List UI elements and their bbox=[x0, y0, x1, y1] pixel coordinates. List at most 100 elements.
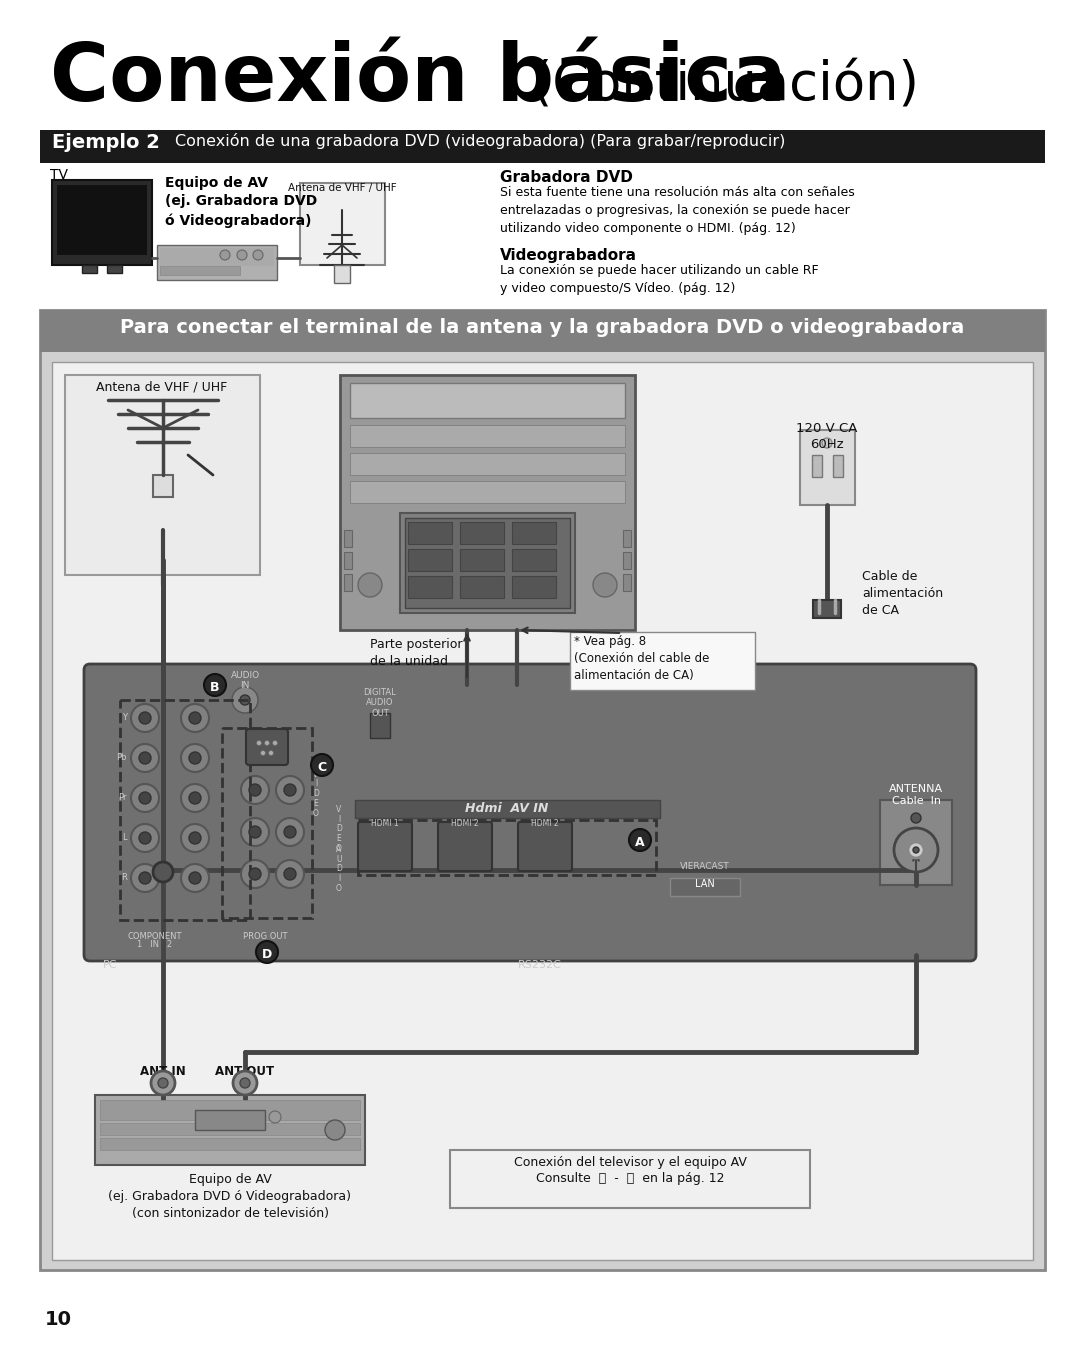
Bar bbox=[57, 185, 147, 255]
Circle shape bbox=[260, 751, 266, 755]
Text: Antena de VHF / UHF: Antena de VHF / UHF bbox=[96, 382, 228, 394]
Bar bbox=[812, 455, 822, 477]
Circle shape bbox=[240, 1078, 249, 1088]
Circle shape bbox=[139, 752, 151, 765]
Text: 120 V CA
60Hz: 120 V CA 60Hz bbox=[796, 423, 858, 451]
Circle shape bbox=[284, 826, 296, 838]
Circle shape bbox=[629, 829, 651, 851]
Text: HDMI 2: HDMI 2 bbox=[531, 819, 558, 827]
Text: Conexión del televisor y el equipo AV: Conexión del televisor y el equipo AV bbox=[514, 1156, 746, 1169]
Bar bbox=[800, 429, 855, 506]
Circle shape bbox=[311, 754, 333, 776]
Text: 1   IN   2: 1 IN 2 bbox=[137, 940, 173, 949]
Bar bbox=[100, 1123, 360, 1135]
Circle shape bbox=[357, 572, 382, 597]
Circle shape bbox=[139, 711, 151, 724]
Bar bbox=[512, 522, 556, 544]
Bar bbox=[107, 264, 122, 273]
Circle shape bbox=[912, 812, 921, 823]
Bar bbox=[623, 530, 631, 547]
Circle shape bbox=[249, 784, 261, 796]
Bar bbox=[350, 383, 625, 418]
Bar bbox=[160, 248, 274, 266]
Bar bbox=[512, 549, 556, 571]
Bar bbox=[40, 309, 1045, 352]
Text: LAN: LAN bbox=[696, 879, 715, 889]
Bar bbox=[400, 512, 575, 613]
Circle shape bbox=[131, 784, 159, 812]
Text: ANTENNA
Cable  In: ANTENNA Cable In bbox=[889, 784, 943, 807]
Circle shape bbox=[276, 860, 303, 889]
Bar bbox=[40, 129, 1045, 164]
Circle shape bbox=[240, 695, 249, 705]
Bar bbox=[460, 577, 504, 598]
Text: La conexión se puede hacer utilizando un cable RF
y video compuesto/S Vídeo. (pá: La conexión se puede hacer utilizando un… bbox=[500, 264, 819, 294]
Text: ANT IN: ANT IN bbox=[140, 1065, 186, 1078]
Text: PC: PC bbox=[103, 960, 118, 970]
FancyBboxPatch shape bbox=[357, 822, 411, 871]
Text: A
U
D
I
O: A U D I O bbox=[336, 845, 342, 893]
Circle shape bbox=[139, 792, 151, 804]
Bar bbox=[300, 183, 384, 264]
Text: B: B bbox=[211, 682, 219, 694]
Text: Videograbadora: Videograbadora bbox=[500, 248, 637, 263]
Text: 10: 10 bbox=[45, 1310, 72, 1329]
FancyBboxPatch shape bbox=[246, 729, 288, 765]
Circle shape bbox=[913, 846, 919, 853]
Text: Cable de
alimentación
de CA: Cable de alimentación de CA bbox=[862, 570, 943, 617]
Circle shape bbox=[822, 438, 832, 448]
Circle shape bbox=[139, 872, 151, 885]
Bar bbox=[95, 1094, 365, 1165]
Text: Conexión básica: Conexión básica bbox=[50, 40, 786, 119]
Text: Antena de VHF / UHF: Antena de VHF / UHF bbox=[287, 183, 396, 194]
Text: Conexión de una grabadora DVD (videograbadora) (Para grabar/reproducir): Conexión de una grabadora DVD (videograb… bbox=[175, 134, 785, 149]
Bar bbox=[350, 453, 625, 474]
Text: Si esta fuente tiene una resolución más alta con señales
entrelazadas o progresi: Si esta fuente tiene una resolución más … bbox=[500, 185, 854, 234]
Bar bbox=[52, 180, 152, 264]
Circle shape bbox=[276, 818, 303, 846]
Bar bbox=[334, 264, 350, 284]
Circle shape bbox=[189, 792, 201, 804]
Bar bbox=[345, 530, 352, 547]
Circle shape bbox=[325, 1120, 345, 1139]
Text: DIGITAL
AUDIO
OUT: DIGITAL AUDIO OUT bbox=[364, 688, 396, 718]
Circle shape bbox=[131, 744, 159, 771]
Circle shape bbox=[181, 784, 210, 812]
Bar bbox=[153, 474, 173, 497]
Circle shape bbox=[256, 940, 278, 964]
FancyBboxPatch shape bbox=[84, 664, 976, 961]
Text: S
V
I
D
E
O: S V I D E O bbox=[313, 761, 319, 818]
Bar bbox=[833, 455, 843, 477]
Circle shape bbox=[241, 860, 269, 889]
Bar bbox=[623, 552, 631, 568]
Bar bbox=[345, 552, 352, 568]
Circle shape bbox=[284, 868, 296, 880]
Bar bbox=[405, 518, 570, 608]
Bar bbox=[460, 522, 504, 544]
Circle shape bbox=[593, 572, 617, 597]
Text: L: L bbox=[122, 833, 127, 842]
Bar bbox=[408, 577, 453, 598]
Circle shape bbox=[189, 711, 201, 724]
Circle shape bbox=[220, 249, 230, 260]
Circle shape bbox=[131, 864, 159, 891]
Text: HDMI 2: HDMI 2 bbox=[451, 819, 478, 827]
Text: PROG OUT: PROG OUT bbox=[243, 932, 287, 940]
Bar bbox=[100, 1100, 360, 1120]
Text: Grabadora DVD: Grabadora DVD bbox=[500, 170, 633, 185]
Circle shape bbox=[232, 687, 258, 713]
Circle shape bbox=[158, 1078, 168, 1088]
Text: Y: Y bbox=[122, 713, 127, 722]
FancyBboxPatch shape bbox=[438, 822, 492, 871]
Text: D: D bbox=[261, 949, 272, 961]
Bar bbox=[100, 1138, 360, 1150]
Text: Ejemplo 2: Ejemplo 2 bbox=[52, 134, 160, 153]
Circle shape bbox=[894, 827, 939, 872]
Bar bbox=[512, 577, 556, 598]
Circle shape bbox=[181, 825, 210, 852]
Circle shape bbox=[276, 776, 303, 804]
Bar bbox=[880, 800, 951, 885]
Circle shape bbox=[265, 740, 270, 746]
Bar bbox=[195, 1109, 265, 1130]
Bar bbox=[670, 878, 740, 895]
